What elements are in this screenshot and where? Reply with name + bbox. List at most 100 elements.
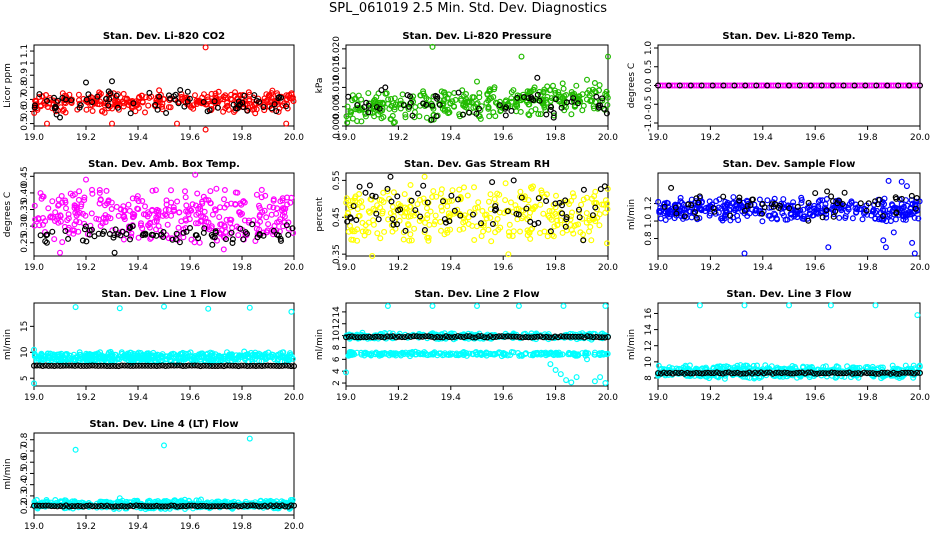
- data-point: [89, 362, 96, 369]
- data-point: [375, 351, 382, 358]
- data-point: [43, 239, 50, 246]
- data-point: [887, 218, 894, 225]
- data-point: [155, 212, 162, 219]
- data-point: [234, 105, 241, 112]
- data-point: [560, 303, 567, 310]
- data-point: [863, 207, 870, 214]
- data-point: [103, 215, 110, 222]
- data-point: [260, 101, 267, 108]
- data-point: [63, 502, 70, 509]
- data-point: [110, 234, 117, 241]
- data-point: [249, 356, 256, 363]
- data-point: [106, 96, 113, 103]
- data-point: [496, 333, 503, 340]
- data-point: [541, 228, 548, 235]
- data-point: [805, 217, 812, 224]
- data-point: [238, 503, 245, 510]
- data-point: [849, 215, 856, 222]
- data-point: [589, 212, 596, 219]
- data-point: [547, 86, 554, 93]
- data-point: [377, 235, 384, 242]
- data-point: [108, 120, 115, 127]
- data-point: [461, 184, 468, 191]
- data-point: [696, 370, 703, 377]
- data-point: [496, 102, 503, 109]
- data-point: [212, 363, 219, 370]
- data-point: [197, 206, 204, 213]
- data-point: [604, 206, 611, 213]
- data-point: [887, 370, 894, 377]
- data-point: [343, 334, 350, 341]
- data-point: [796, 211, 803, 218]
- data-point: [507, 333, 514, 340]
- data-point: [180, 503, 187, 510]
- x-tick-label: 19.4: [128, 133, 148, 143]
- data-point: [281, 358, 288, 365]
- data-point: [418, 350, 425, 357]
- data-point: [154, 106, 161, 113]
- data-point: [148, 231, 155, 238]
- data-point: [429, 303, 436, 310]
- data-point: [604, 334, 611, 341]
- data-point: [678, 213, 685, 220]
- data-point: [488, 238, 495, 245]
- data-point: [764, 197, 771, 204]
- data-point: [486, 95, 493, 102]
- data-point: [688, 202, 695, 209]
- data-point: [108, 206, 115, 213]
- data-point: [741, 373, 748, 380]
- data-point: [130, 213, 137, 220]
- data-point: [177, 362, 184, 369]
- data-point: [781, 369, 788, 376]
- data-point: [89, 190, 96, 197]
- data-point: [861, 369, 868, 376]
- data-point: [884, 369, 891, 376]
- data-point: [136, 362, 143, 369]
- data-point: [563, 214, 570, 221]
- data-point: [282, 205, 289, 212]
- data-point: [147, 362, 154, 369]
- data-point: [78, 201, 85, 208]
- data-point: [752, 369, 759, 376]
- data-point: [437, 218, 444, 225]
- data-point: [365, 229, 372, 236]
- data-point: [474, 78, 481, 85]
- data-point: [380, 199, 387, 206]
- data-point: [412, 207, 419, 214]
- y-tick-label: 16: [644, 307, 654, 319]
- data-point: [438, 203, 445, 210]
- data-point: [159, 103, 166, 110]
- data-point: [267, 502, 274, 509]
- data-point: [80, 362, 87, 369]
- data-point: [890, 369, 897, 376]
- data-point: [83, 96, 90, 103]
- data-point: [865, 200, 872, 207]
- data-point: [829, 82, 836, 89]
- data-point: [375, 333, 382, 340]
- data-point: [692, 209, 699, 216]
- data-point: [457, 212, 464, 219]
- data-point: [73, 207, 80, 214]
- data-point: [466, 109, 473, 116]
- data-point: [285, 231, 292, 238]
- data-point: [180, 363, 187, 370]
- data-point: [893, 195, 900, 202]
- data-point: [389, 112, 396, 119]
- data-point: [602, 334, 609, 341]
- data-point: [57, 503, 64, 510]
- panel-title: Stan. Dev. Sample Flow: [723, 159, 856, 170]
- data-point: [283, 120, 290, 127]
- data-point: [568, 98, 575, 105]
- data-point: [374, 230, 381, 237]
- data-point: [805, 369, 812, 376]
- data-point: [484, 90, 491, 97]
- data-point: [840, 82, 847, 89]
- data-point: [469, 334, 476, 341]
- y-tick-label: 1: [20, 60, 30, 66]
- data-point: [513, 333, 520, 340]
- data-point: [416, 113, 423, 120]
- data-point: [174, 503, 181, 510]
- data-point: [253, 363, 260, 370]
- data-point: [462, 218, 469, 225]
- data-point: [139, 92, 146, 99]
